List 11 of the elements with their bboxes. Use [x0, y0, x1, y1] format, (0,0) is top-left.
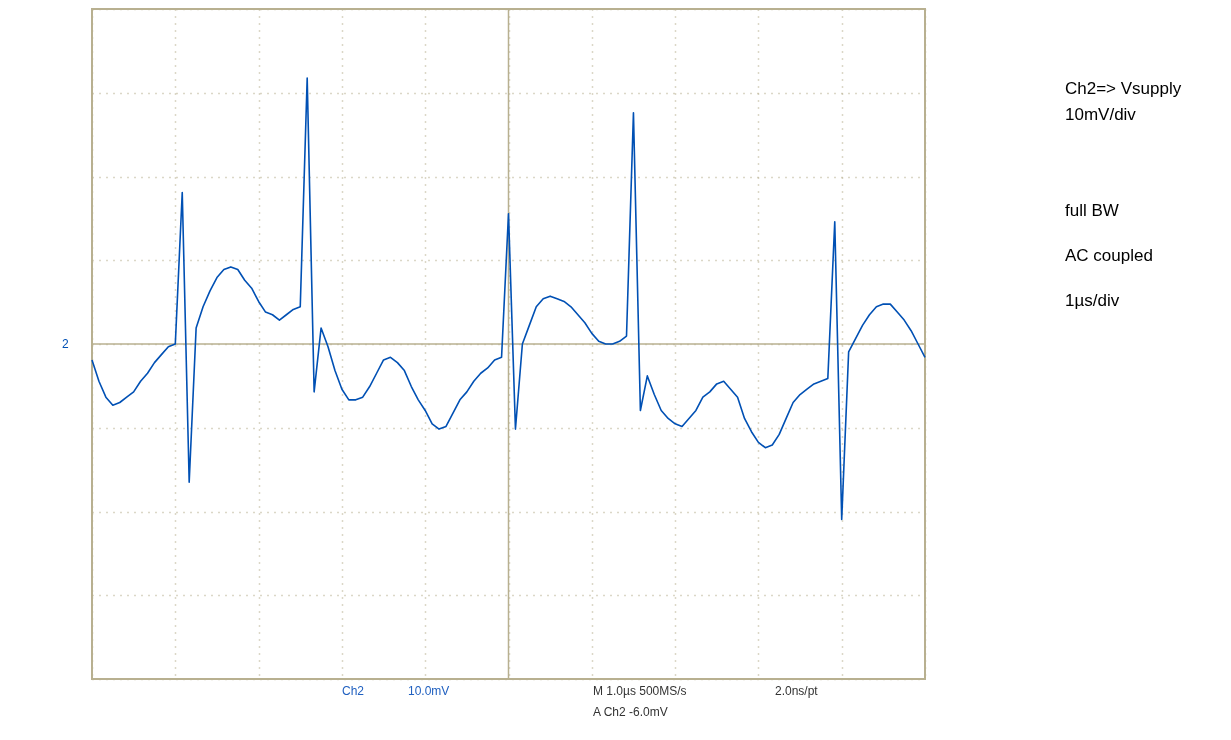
text: Ch2	[342, 684, 365, 698]
text: M 1.0µs 500MS/s	[593, 684, 687, 698]
text: 1µs/div	[1065, 291, 1120, 310]
text: A Ch2 -6.0mV	[593, 705, 668, 719]
text: AC coupled	[1065, 246, 1153, 265]
text: 10mV/div	[1065, 105, 1137, 124]
text: Ch2=> Vsupply	[1065, 79, 1182, 98]
text: full BW	[1065, 201, 1119, 220]
text: 2.0ns/pt	[775, 684, 819, 698]
text: 10.0mV	[408, 684, 450, 698]
text: 2	[62, 337, 69, 351]
